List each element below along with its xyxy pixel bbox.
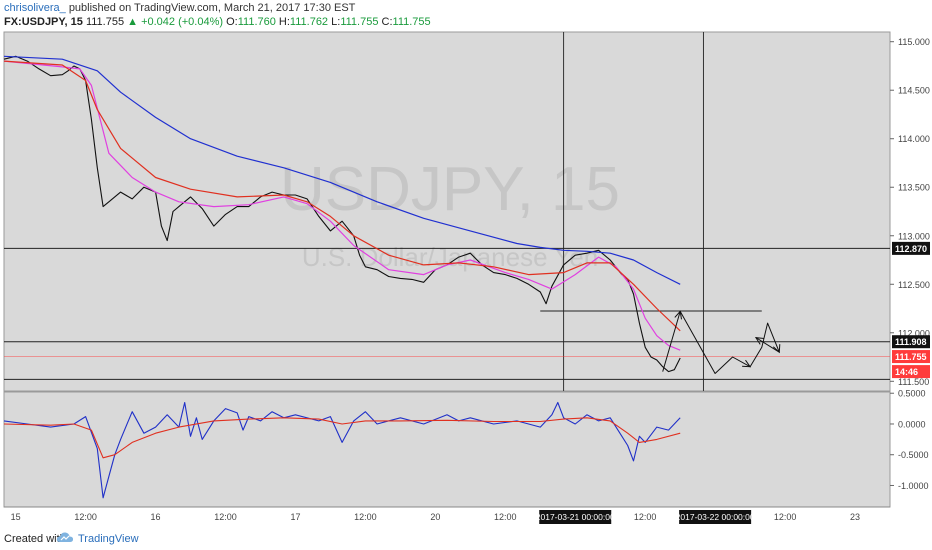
projection-arrowhead-2 — [772, 344, 781, 354]
x-time-tag-label: 2017-03-22 00:00:00 — [676, 512, 755, 522]
low-label: L: — [331, 16, 341, 28]
series-ma_mid — [3, 60, 681, 332]
cloud-logo-icon — [56, 532, 74, 542]
y-tick-label: 114.500 — [898, 86, 930, 96]
projection-arrowhead-3 — [754, 336, 764, 345]
price-tag-bg-0 — [892, 241, 930, 255]
x-tick-label: 12:00 — [494, 512, 517, 522]
publish-text: published on TradingView.com, March 21, … — [68, 2, 356, 14]
y-tick-label: 112.500 — [898, 280, 930, 290]
open-value: 111.760 — [237, 16, 276, 28]
close-label: C: — [381, 16, 393, 28]
x-time-tag-bg-0 — [539, 510, 612, 524]
x-tick-label: 12:00 — [634, 512, 657, 522]
high-label: H: — [278, 16, 290, 28]
y-tick-label: 111.500 — [898, 377, 929, 387]
price-tag-label: 14:46 — [895, 367, 918, 377]
x-tick-label: 17 — [290, 512, 300, 522]
projection-arrowhead-0 — [674, 310, 682, 320]
x-tick-label: 20 — [430, 512, 440, 522]
y-tick-label: 112.000 — [898, 328, 930, 338]
publish-info: chrisolivera_ published on TradingView.c… — [4, 2, 355, 14]
y-tick-label: 114.000 — [898, 134, 930, 144]
author-link[interactable]: chrisolivera_ — [4, 2, 66, 14]
y-tick-label: 113.500 — [898, 183, 930, 193]
series-osc_signal — [3, 417, 681, 459]
x-tick-label: 12:00 — [354, 512, 377, 522]
tradingview-brand[interactable]: TradingView — [78, 533, 139, 545]
low-value: 111.755 — [340, 16, 379, 28]
x-tick-label: 16 — [151, 512, 161, 522]
open-label: O: — [226, 16, 238, 28]
price-tag-bg-2 — [892, 350, 930, 364]
watermark-symbol: USDJPY, 15 — [280, 155, 620, 224]
main-pane — [3, 31, 891, 392]
y-tick-label: 115.000 — [898, 37, 930, 47]
x-tick-label: 15 — [11, 512, 21, 522]
x-time-tag-label: 2017-03-21 00:00:00 — [536, 512, 615, 522]
y-tick-label: 113.000 — [898, 231, 930, 241]
price-chart[interactable]: USDJPY, 15 U.S. Dollar/Japanese Yen 115.00… — [0, 30, 932, 526]
x-tick-label: 23 — [850, 512, 860, 522]
osc-tick-label: -0.5000 — [898, 450, 929, 460]
symbol-label: FX:USDJPY, 15 — [4, 16, 83, 28]
x-time-tag-bg-1 — [679, 510, 752, 524]
last-price: 111.755 — [85, 16, 125, 28]
oscillator-pane — [3, 391, 891, 508]
price-tag-label: 111.908 — [895, 337, 927, 347]
close-value: 111.755 — [392, 16, 431, 28]
symbol-info: FX:USDJPY, 15 111.755 ▲ +0.042 (+0.04%) … — [4, 16, 431, 28]
osc-tick-label: 0.0000 — [898, 419, 926, 429]
x-tick-label: 12:00 — [214, 512, 237, 522]
created-with-label: Created with — [4, 533, 66, 545]
high-value: 111.762 — [289, 16, 329, 28]
price-tag-bg-1 — [892, 335, 930, 349]
chart-header: chrisolivera_ published on TradingView.c… — [0, 0, 932, 30]
projection-arrowhead-1 — [742, 359, 752, 368]
x-tick-label: 12:00 — [774, 512, 797, 522]
price-tag-label: 111.755 — [895, 352, 927, 362]
footer: Created with TradingView — [0, 526, 932, 550]
series-ma_slow — [3, 55, 681, 285]
price-change: ▲ +0.042 (+0.04%) — [127, 16, 224, 28]
x-tick-label: 12:00 — [74, 512, 97, 522]
watermark-name: U.S. Dollar/Japanese Yen — [302, 242, 598, 272]
price-tag-label: 112.870 — [895, 244, 927, 254]
osc-tick-label: -1.0000 — [898, 481, 929, 491]
osc-tick-label: 0.5000 — [898, 389, 926, 399]
price-tag-bg-3 — [892, 365, 930, 379]
